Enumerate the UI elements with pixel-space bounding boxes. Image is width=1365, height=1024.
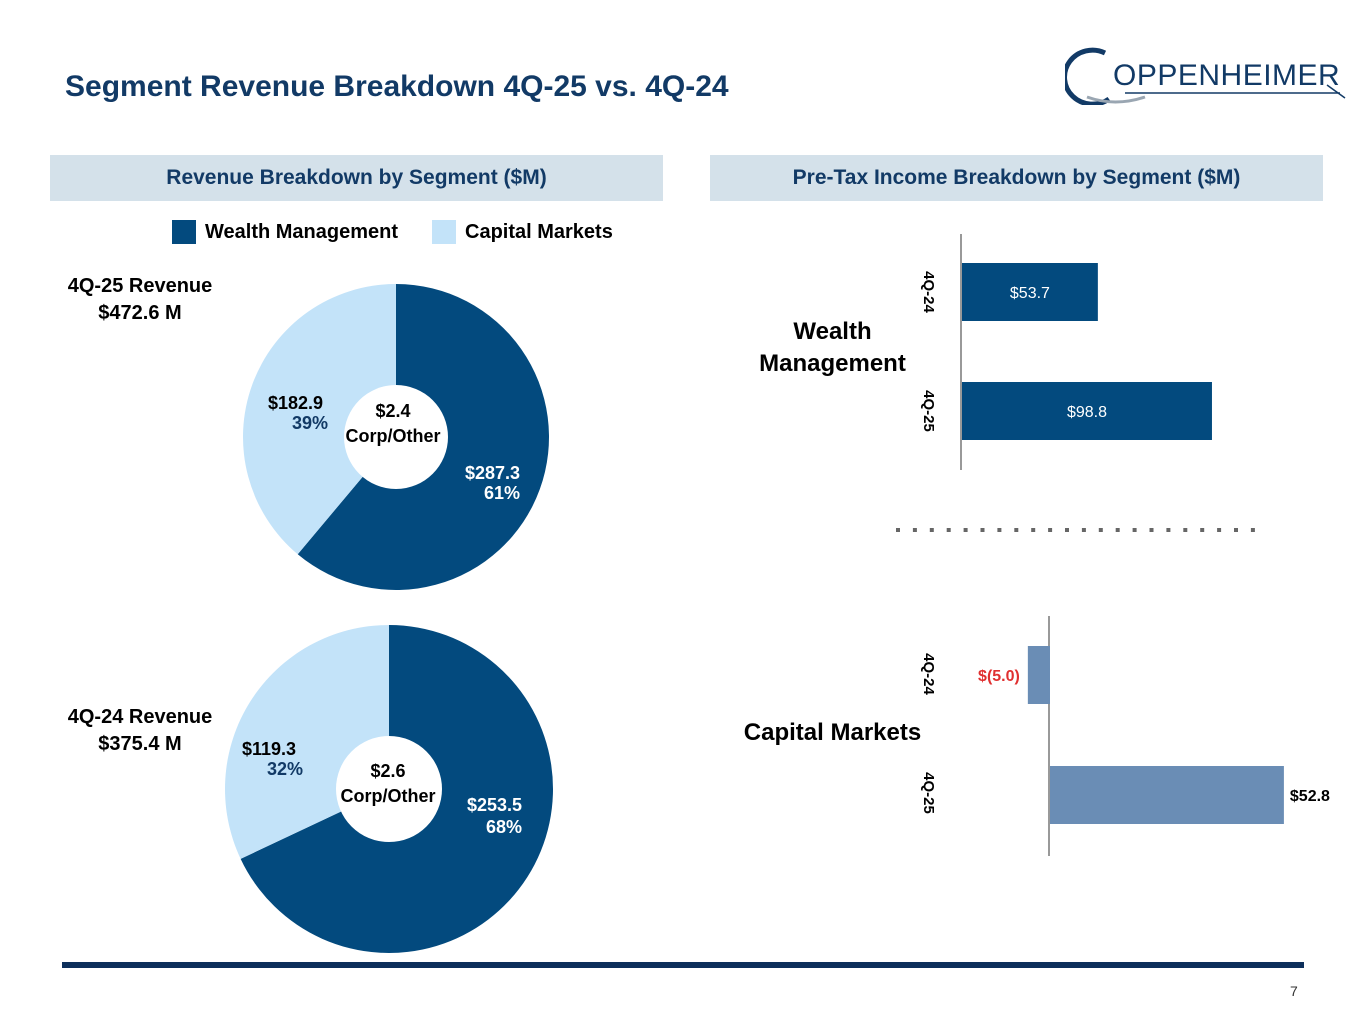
pie-4q24-capital-value: $119.3 <box>242 739 297 759</box>
page-title: Segment Revenue Breakdown 4Q-25 vs. 4Q-2… <box>65 70 729 103</box>
oppenheimer-logo: OPPENHEIMER <box>1065 47 1346 105</box>
pie-4q25-label-line1: 4Q-25 Revenue <box>67 275 213 297</box>
pie-4q25-wealth-label: $287.3 61% <box>460 463 520 503</box>
logo-wordmark: OPPENHEIMER <box>1113 59 1340 92</box>
wealth-bar-4q25 <box>962 382 1212 440</box>
legend-swatch-capital <box>432 220 456 244</box>
pie-4q24-wealth-value: $253.5 <box>466 795 522 815</box>
pie-4q24-center-value: $2.6 <box>370 761 406 781</box>
pie-4q25 <box>243 284 549 590</box>
pie-4q24-capital-pct: 32% <box>267 759 304 779</box>
legend-label-wealth: Wealth Management <box>205 220 398 243</box>
pie-4q24-hole <box>336 736 442 842</box>
pie-4q24-capital-label: $119.3 32% <box>242 739 303 779</box>
pie-4q25-label-line2: $472.6 M <box>98 302 182 324</box>
pie-4q25-capital-label: $182.9 39% <box>268 393 328 433</box>
capital-category-label: Capital Markets <box>743 719 922 746</box>
capital-bar-4q25 <box>1050 766 1284 824</box>
pie-4q24-total: 4Q-24 Revenue $375.4 M <box>50 704 230 758</box>
wealth-category-line2: Management <box>759 350 906 377</box>
wealth-bar-chart: $53.7 $98.8 4Q-24 4Q-25 <box>920 234 1212 470</box>
pie-4q25-capital-value: $182.9 <box>268 393 324 413</box>
capital-tick-4q25: 4Q-25 <box>920 772 937 814</box>
legend-label-capital: Capital Markets <box>465 220 613 243</box>
wealth-bar-4q25-value: $98.8 <box>1067 404 1107 421</box>
pie-4q24-label-line1: 4Q-24 Revenue <box>67 706 213 728</box>
revenue-panel-header: Revenue Breakdown by Segment ($M) <box>50 155 663 201</box>
pie-legend: Wealth Management Capital Markets <box>172 220 613 244</box>
pie-4q25-center-label: Corp/Other <box>345 426 441 446</box>
pie-4q24-wealth-label: $253.5 68% <box>460 794 522 838</box>
capital-tick-4q24: 4Q-24 <box>920 653 937 695</box>
pie-4q25-slice-capital <box>243 284 396 555</box>
pie-4q25-hole <box>344 385 448 489</box>
pie-4q25-capital-pct: 39% <box>292 413 329 433</box>
chart-separator <box>896 528 1260 532</box>
pie-4q25-center: $2.4 Corp/Other <box>343 399 443 449</box>
footer-rule <box>62 962 1304 968</box>
capital-bar-4q24-value: $(5.0) <box>978 668 1020 685</box>
capital-bar-chart: $(5.0) $52.8 4Q-24 4Q-25 <box>920 616 1330 856</box>
wealth-tick-4q24: 4Q-24 <box>920 271 937 313</box>
wealth-bar-4q24-value: $53.7 <box>1010 285 1050 302</box>
wealth-category-label: Wealth Management <box>750 316 915 380</box>
pretax-panel-header: Pre-Tax Income Breakdown by Segment ($M) <box>710 155 1323 201</box>
capital-bar-4q25-value: $52.8 <box>1290 788 1330 805</box>
pie-4q24-label-line2: $375.4 M <box>98 733 182 755</box>
wealth-bar-4q24 <box>962 263 1098 321</box>
pie-4q24-center: $2.6 Corp/Other <box>338 759 438 809</box>
pie-4q24-wealth-pct: 68% <box>485 817 522 837</box>
page-number: 7 <box>1290 983 1298 999</box>
pie-4q25-wealth-pct: 61% <box>483 483 520 503</box>
capital-bar-4q24 <box>1027 646 1050 704</box>
pie-4q24-center-label: Corp/Other <box>340 786 436 806</box>
pie-4q24 <box>225 625 553 953</box>
legend-swatch-wealth <box>172 220 196 244</box>
pie-4q25-total: 4Q-25 Revenue $472.6 M <box>50 273 230 327</box>
wealth-tick-4q25: 4Q-25 <box>920 390 937 432</box>
wealth-category-line1: Wealth <box>793 318 872 345</box>
pie-4q25-center-value: $2.4 <box>375 401 411 421</box>
pie-4q25-wealth-value: $287.3 <box>464 463 520 483</box>
